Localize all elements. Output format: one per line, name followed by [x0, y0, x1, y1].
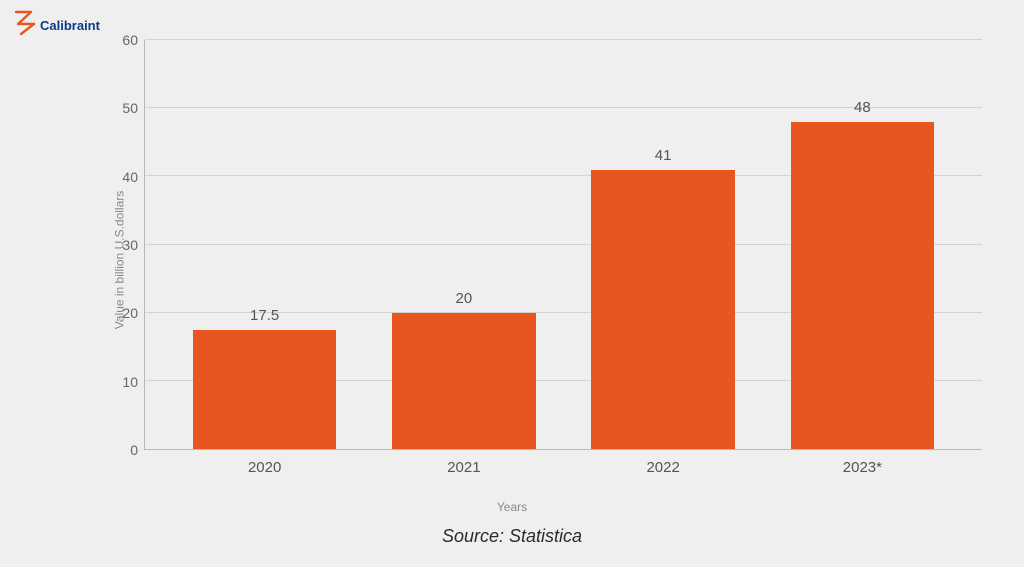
x-tick-label: 2023* — [843, 459, 882, 476]
bar-rect — [591, 170, 734, 449]
x-tick-label: 2021 — [447, 459, 480, 476]
source-text: Source: Statistica — [0, 526, 1024, 547]
y-tick-label: 20 — [102, 305, 138, 321]
bar-value-label: 17.5 — [250, 307, 279, 324]
bar-rect — [791, 122, 934, 449]
bar-2021: 20 2021 — [364, 40, 563, 449]
bar-2022: 41 2022 — [564, 40, 763, 449]
y-tick-label: 0 — [102, 442, 138, 458]
bar-rect — [392, 313, 535, 449]
bars-container: 17.5 2020 20 2021 41 2022 48 2023* — [145, 40, 982, 449]
y-tick-label: 40 — [102, 169, 138, 185]
y-tick-label: 60 — [102, 32, 138, 48]
y-tick-label: 50 — [102, 100, 138, 116]
bar-value-label: 20 — [456, 290, 473, 307]
bar-rect — [193, 330, 336, 449]
bar-2023: 48 2023* — [763, 40, 962, 449]
bar-2020: 17.5 2020 — [165, 40, 364, 449]
plot-area: 17.5 2020 20 2021 41 2022 48 2023* — [144, 40, 982, 450]
x-tick-label: 2020 — [248, 459, 281, 476]
x-axis-label: Years — [0, 500, 1024, 514]
brand-name: Calibraint — [40, 18, 100, 33]
x-tick-label: 2022 — [646, 459, 679, 476]
bar-value-label: 41 — [655, 147, 672, 164]
y-tick-label: 30 — [102, 237, 138, 253]
bar-chart: Value in billion U.S.dollars 0 10 20 30 … — [102, 40, 982, 480]
bar-value-label: 48 — [854, 99, 871, 116]
brand-icon — [14, 10, 36, 41]
y-tick-label: 10 — [102, 374, 138, 390]
brand-logo: Calibraint — [14, 10, 100, 41]
